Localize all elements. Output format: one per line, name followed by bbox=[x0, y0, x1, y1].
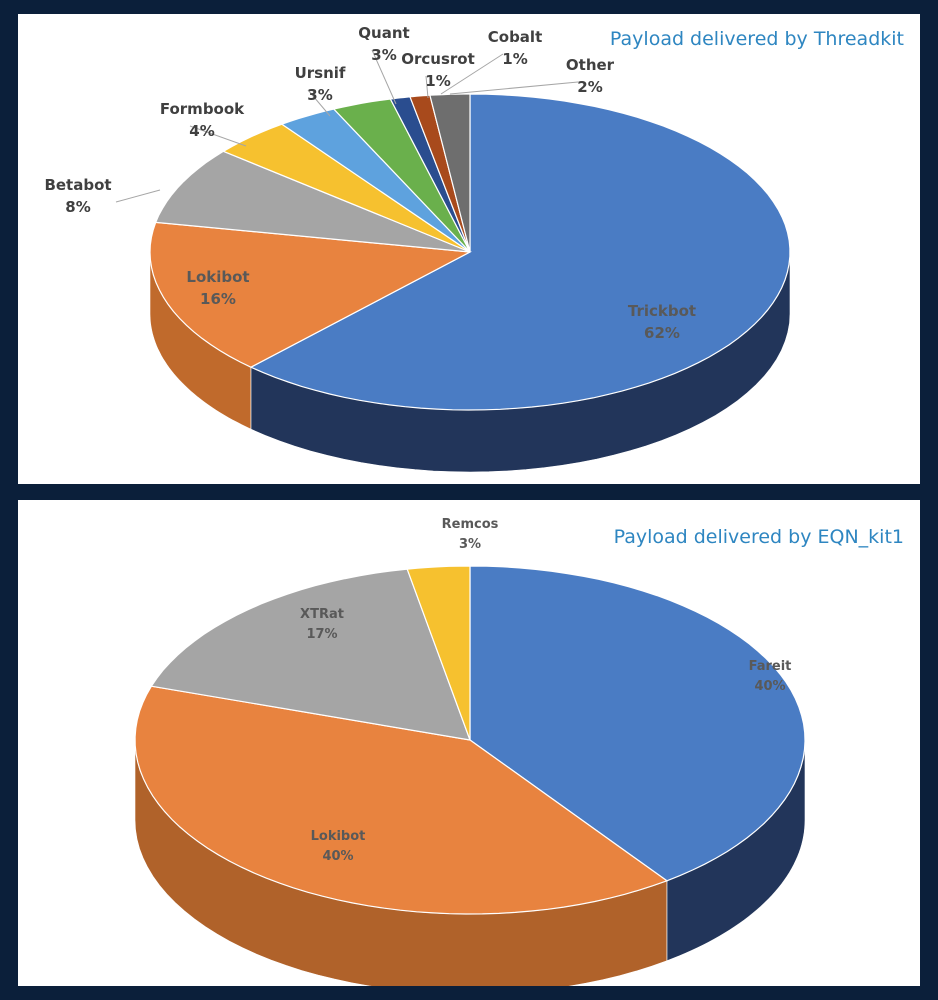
pie-slice-trickbot bbox=[249, 93, 791, 411]
slice-value-xtrat: 17% bbox=[306, 627, 337, 642]
pie-slice-quant bbox=[332, 98, 471, 253]
slice-value-cobalt: 1% bbox=[502, 50, 527, 68]
leader-line-betabot bbox=[115, 189, 161, 203]
pie-slice-other bbox=[429, 93, 471, 253]
leader-line-other bbox=[449, 81, 579, 95]
pie-slice-orcusrot bbox=[389, 96, 471, 253]
pie-slice-fareit bbox=[469, 565, 806, 882]
chart-panel-threadkit: Trickbot 62% Lokibot 16% Betabot 8% Formbook 4%… bbox=[18, 14, 920, 484]
leader-line-formbook bbox=[189, 125, 247, 147]
slice-label-lokibot: Lokibot bbox=[311, 829, 366, 844]
leader-line-quant bbox=[371, 49, 397, 105]
slice-label-trickbot: Trickbot bbox=[628, 302, 696, 320]
pie-slice-lokibot bbox=[134, 685, 669, 915]
pie-slice-lokibot bbox=[149, 221, 473, 368]
pie-slice-cobalt bbox=[409, 94, 471, 253]
slice-value-betabot: 8% bbox=[65, 198, 90, 216]
slice-value-lokibot: 16% bbox=[200, 290, 236, 308]
pie-chart-eqn-kit1: Fareit 40% Lokibot 40% XTRat 17% Remcos 3% bbox=[134, 517, 806, 986]
pie-slices bbox=[134, 565, 806, 915]
slice-value-ursnif: 3% bbox=[307, 86, 332, 104]
slice-value-orcusrot: 1% bbox=[425, 72, 450, 90]
slice-value-formbook: 4% bbox=[189, 122, 214, 140]
pie-slice-betabot bbox=[154, 150, 471, 253]
slice-label-fareit: Fareit bbox=[749, 659, 792, 674]
leader-line-cobalt bbox=[440, 53, 504, 95]
pie-chart-threadkit: Trickbot 62% Lokibot 16% Betabot 8% Formbook 4%… bbox=[44, 24, 791, 473]
slice-label-xtrat: XTRat bbox=[300, 607, 344, 622]
slice-value-lokibot: 40% bbox=[322, 849, 353, 864]
pie-slice-formbook bbox=[222, 123, 471, 253]
pie-slice-remcos bbox=[406, 565, 471, 741]
slice-label-lokibot: Lokibot bbox=[186, 268, 249, 286]
pie-labels: Trickbot 62% Lokibot 16% Betabot 8% Formbook 4%… bbox=[44, 24, 696, 342]
pie-slices bbox=[149, 93, 791, 411]
slice-label-quant: Quant bbox=[358, 24, 409, 42]
slice-value-fareit: 40% bbox=[754, 679, 785, 694]
slice-label-remcos: Remcos bbox=[442, 517, 499, 532]
slice-label-formbook: Formbook bbox=[160, 100, 245, 118]
slice-value-quant: 3% bbox=[371, 46, 396, 64]
slice-value-trickbot: 62% bbox=[644, 324, 680, 342]
chart-panel-eqn-kit1: Fareit 40% Lokibot 40% XTRat 17% Remcos 3% Payl… bbox=[18, 500, 920, 986]
chart-title-threadkit: Payload delivered by Threadkit bbox=[609, 28, 904, 50]
pie-labels: Fareit 40% Lokibot 40% XTRat 17% Remcos 3% bbox=[300, 517, 791, 864]
pie-slice-ursnif bbox=[280, 108, 471, 253]
slice-label-betabot: Betabot bbox=[44, 176, 111, 194]
slice-label-other: Other bbox=[566, 56, 615, 74]
leader-line-ursnif bbox=[307, 89, 331, 117]
chart-title-eqn-kit1: Payload delivered by EQN_kit1 bbox=[613, 526, 904, 548]
slice-value-other: 2% bbox=[577, 78, 602, 96]
slice-label-cobalt: Cobalt bbox=[488, 28, 543, 46]
slice-label-orcusrot: Orcusrot bbox=[401, 50, 475, 68]
slice-value-remcos: 3% bbox=[459, 537, 481, 552]
pie-slice-xtrat bbox=[150, 568, 471, 741]
slice-label-ursnif: Ursnif bbox=[295, 64, 346, 82]
leader-line-orcusrot bbox=[425, 75, 429, 99]
